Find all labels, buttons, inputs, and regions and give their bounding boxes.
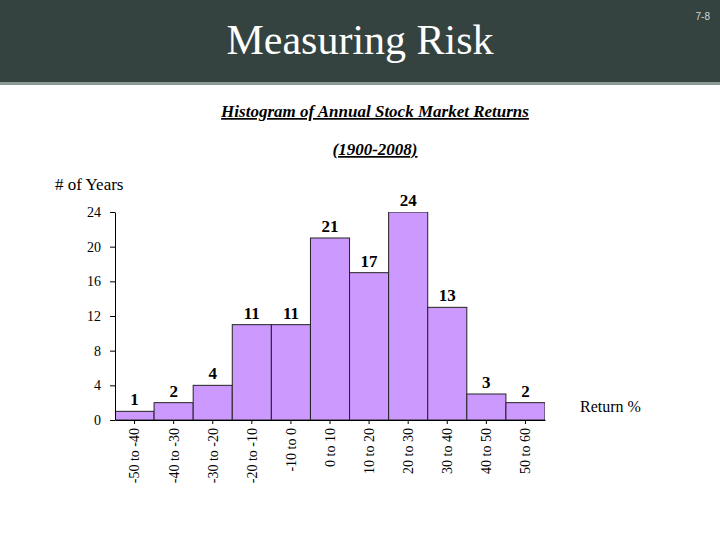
data-label: 13 xyxy=(439,286,456,305)
tick-label: 8 xyxy=(94,344,101,359)
data-label: 2 xyxy=(521,382,530,401)
bar xyxy=(506,403,545,420)
tick-mark xyxy=(486,420,487,424)
tick: -40 to -30 xyxy=(167,420,182,483)
tick-mark xyxy=(110,316,115,317)
bar xyxy=(193,385,232,420)
tick-label: 0 to 10 xyxy=(323,428,338,467)
tick: 30 to 40 xyxy=(440,420,455,474)
tick-mark xyxy=(408,420,409,424)
header-band xyxy=(0,0,720,82)
slide-title: Measuring Risk xyxy=(226,17,493,63)
tick: -30 to -20 xyxy=(206,420,221,483)
tick-label: -10 to 0 xyxy=(284,428,299,472)
bar xyxy=(154,403,193,420)
data-label: 1 xyxy=(130,390,139,409)
tick: 40 to 50 xyxy=(479,420,494,474)
bar xyxy=(389,212,428,420)
tick-label: 20 to 30 xyxy=(401,428,416,474)
tick-label: -20 to -10 xyxy=(245,428,260,483)
tick-label: -40 to -30 xyxy=(167,428,182,483)
data-label: 2 xyxy=(169,382,178,401)
tick: -20 to -10 xyxy=(245,420,260,483)
tick: 10 to 20 xyxy=(362,420,377,474)
tick-label: 50 to 60 xyxy=(518,428,533,474)
tick-label: 0 xyxy=(94,413,101,428)
y-axis: 0 4 8 12 16 20 24 xyxy=(87,205,116,428)
chart-title: Histogram of Annual Stock Market Returns xyxy=(220,102,529,121)
tick-mark xyxy=(251,420,252,424)
x-axis: -50 to -40 -40 to -30 -30 to -20 -20 to -10… xyxy=(116,420,546,483)
bar xyxy=(232,325,271,420)
bar xyxy=(428,307,467,420)
data-label: 11 xyxy=(244,304,260,323)
data-label: 17 xyxy=(361,252,379,271)
tick: 0 xyxy=(94,413,115,428)
data-label: 3 xyxy=(482,373,491,392)
tick-mark xyxy=(173,420,174,424)
tick-label: 40 to 50 xyxy=(479,428,494,474)
tick-mark xyxy=(110,351,115,352)
tick-mark xyxy=(110,281,115,282)
tick-label: 20 xyxy=(87,240,101,255)
tick: 0 to 10 xyxy=(323,420,338,467)
tick: 12 xyxy=(87,309,115,324)
tick-label: 10 to 20 xyxy=(362,428,377,474)
tick-mark xyxy=(330,420,331,424)
tick-mark xyxy=(369,420,370,424)
bars xyxy=(115,212,545,420)
tick-mark xyxy=(525,420,526,424)
header-rule xyxy=(0,82,720,85)
tick-mark xyxy=(134,420,135,424)
tick: 8 xyxy=(94,344,115,359)
tick-label: -30 to -20 xyxy=(206,428,221,483)
tick: 4 xyxy=(94,378,115,393)
tick-mark xyxy=(447,420,448,424)
tick: 20 xyxy=(87,240,115,255)
tick-label: 30 to 40 xyxy=(440,428,455,474)
data-label: 24 xyxy=(400,191,418,210)
tick-mark xyxy=(110,385,115,386)
axis-line xyxy=(115,213,116,421)
slide: Measuring Risk 7-8 Histogram of Annual Sto… xyxy=(0,0,720,540)
tick-label: 16 xyxy=(87,274,101,289)
tick: 16 xyxy=(87,274,115,289)
page-number: 7-8 xyxy=(696,11,711,22)
bar xyxy=(271,325,310,420)
bar xyxy=(115,411,154,420)
chart-subtitle: (1900-2008) xyxy=(333,140,418,159)
tick-label: 4 xyxy=(94,378,101,393)
tick-mark xyxy=(212,420,213,424)
tick-label: 24 xyxy=(87,205,101,220)
data-label: 11 xyxy=(283,304,299,323)
tick-label: -50 to -40 xyxy=(127,428,142,483)
tick: -10 to 0 xyxy=(284,420,299,472)
data-label: 21 xyxy=(322,217,339,236)
tick-mark xyxy=(110,212,115,213)
y-axis-title: # of Years xyxy=(55,175,123,194)
tick: 50 to 60 xyxy=(518,420,533,474)
data-label: 4 xyxy=(208,364,217,383)
tick-mark xyxy=(110,420,115,421)
tick: -50 to -40 xyxy=(127,420,142,483)
bar xyxy=(310,238,349,420)
tick: 24 xyxy=(87,205,115,220)
data-labels: 12411112117241332 xyxy=(130,191,529,409)
bar xyxy=(350,273,389,420)
x-axis-title: Return % xyxy=(580,398,641,415)
tick: 20 to 30 xyxy=(401,420,416,474)
tick-mark xyxy=(290,420,291,424)
tick-label: 12 xyxy=(87,309,101,324)
tick-mark xyxy=(110,247,115,248)
bar xyxy=(467,394,506,420)
